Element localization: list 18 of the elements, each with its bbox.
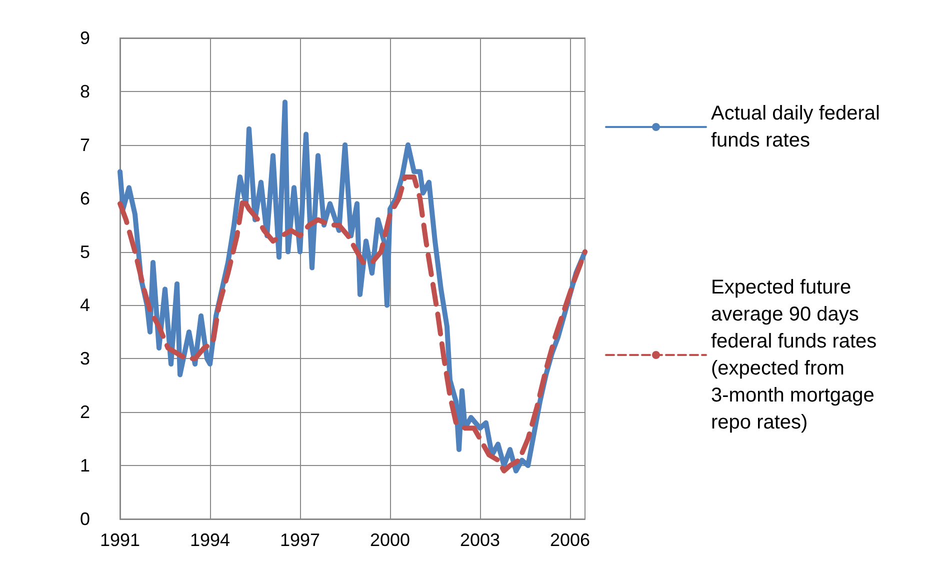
y-tick-label: 5 xyxy=(80,242,90,262)
y-tick-label: 1 xyxy=(80,456,90,476)
x-tick-label: 1991 xyxy=(100,530,140,550)
x-tick-label: 2000 xyxy=(370,530,410,550)
y-tick-label: 2 xyxy=(80,402,90,422)
y-tick-label: 6 xyxy=(80,188,90,208)
y-tick-label: 9 xyxy=(80,28,90,48)
y-tick-label: 3 xyxy=(80,348,90,369)
x-tick-label: 1994 xyxy=(190,530,230,550)
x-tick-label: 2003 xyxy=(460,530,500,550)
y-tick-label: 7 xyxy=(80,134,90,155)
legend-label: Expected future average 90 days federal funds rates (expected from 3-month mortgage repo rates) xyxy=(711,276,882,434)
x-tick-label: 1997 xyxy=(280,530,320,550)
y-tick-label: 8 xyxy=(80,81,90,102)
y-tick-label: 4 xyxy=(80,295,90,316)
legend-label: Actual daily federal funds rates xyxy=(711,102,886,152)
y-tick-label: 0 xyxy=(80,509,90,529)
x-tick-label: 2006 xyxy=(550,530,590,550)
